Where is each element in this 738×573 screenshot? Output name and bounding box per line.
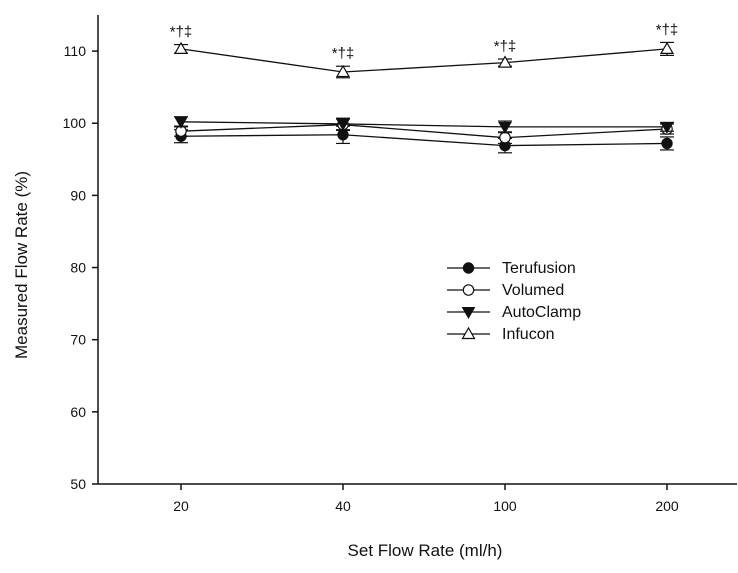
series-layer: [173, 41, 675, 154]
axes: [97, 15, 737, 485]
legend-item-autoclamp: AutoClamp: [447, 304, 581, 321]
legend-item-infucon: Infucon: [447, 326, 554, 343]
significance-annotations: *†‡ *†‡ *†‡ *†‡: [170, 21, 679, 62]
y-tick-label: 100: [63, 115, 87, 131]
series-line: [180, 48, 668, 73]
series-autoclamp: [174, 116, 674, 134]
y-tick-label: 50: [70, 476, 86, 492]
x-tick-label: 40: [335, 498, 351, 514]
series-terufusion: [174, 125, 674, 154]
y-ticks: 50 60 70 80 90 100 110: [63, 43, 98, 492]
significance-label: *†‡: [656, 21, 679, 38]
significance-label: *†‡: [494, 38, 517, 55]
x-ticks: 20 40 100 200: [173, 484, 679, 514]
data-point-autoclamp: [660, 121, 674, 134]
y-tick-label: 70: [70, 332, 86, 348]
legend-marker: [461, 307, 476, 320]
legend-label: Infucon: [502, 326, 554, 343]
legend-label: Terufusion: [502, 260, 576, 277]
legend-label: Volumed: [502, 282, 564, 299]
series-infucon: [173, 41, 675, 79]
significance-label: *†‡: [170, 24, 193, 41]
legend-label: AutoClamp: [502, 304, 581, 321]
data-point-infucon: [497, 55, 513, 68]
y-tick-label: 110: [64, 43, 87, 59]
data-point-terufusion: [661, 137, 673, 150]
x-tick-label: 20: [173, 498, 189, 514]
y-tick-label: 90: [70, 187, 86, 203]
data-point-infucon: [173, 41, 189, 55]
data-point-infucon: [335, 64, 351, 78]
y-tick-label: 80: [70, 260, 86, 276]
significance-label: *†‡: [332, 45, 355, 62]
series-line: [180, 121, 667, 128]
series-line: [180, 124, 668, 139]
x-axis-title: Set Flow Rate (ml/h): [348, 541, 503, 560]
y-tick-label: 60: [70, 404, 86, 420]
legend-marker: [461, 326, 476, 340]
legend-marker: [462, 262, 475, 274]
legend-item-terufusion: Terufusion: [447, 260, 576, 277]
data-point-volumed: [499, 131, 511, 144]
legend: Terufusion Volumed AutoClamp Infucon: [447, 260, 581, 343]
legend-item-volumed: Volumed: [447, 282, 564, 299]
data-point-infucon: [659, 41, 675, 55]
data-point-autoclamp: [336, 118, 350, 131]
x-tick-label: 200: [655, 498, 679, 514]
data-point-terufusion: [337, 129, 349, 141]
legend-marker: [462, 284, 475, 296]
x-tick-label: 100: [493, 498, 517, 514]
series-line: [180, 134, 668, 147]
data-point-autoclamp: [498, 121, 512, 134]
y-axis-title: Measured Flow Rate (%): [12, 171, 31, 359]
data-point-autoclamp: [174, 116, 188, 129]
